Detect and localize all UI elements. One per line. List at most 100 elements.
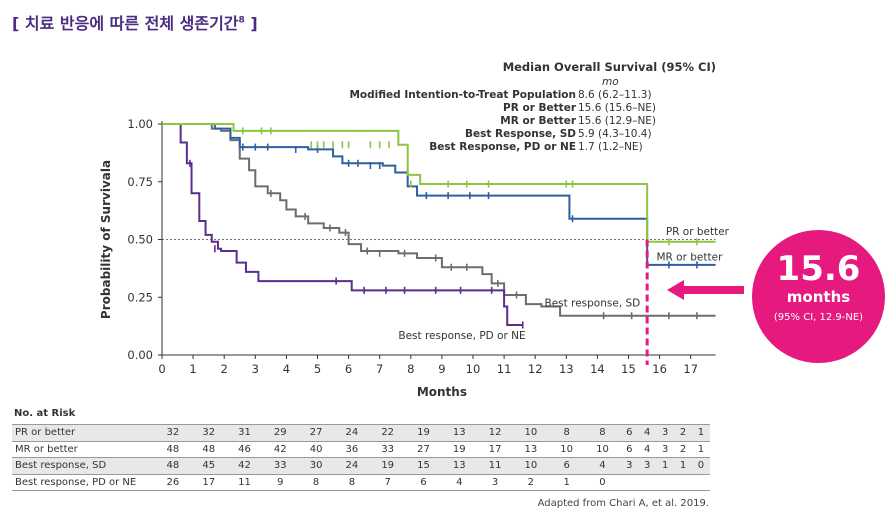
median-survival-legend: Median Overall Survival (95% CI) mo Modi… [340,60,716,153]
x-tick-label: 12 [528,362,543,376]
risk-table: PR or better 32 32 31 29 27 24 22 19 13 12 10 8 8 6 4 3 2… [12,424,710,492]
callout-unit: months [786,288,851,306]
series-line [162,123,716,317]
risk-cell [656,474,675,492]
legend-row-value: 8.6 (6.2–11.3) [578,89,652,101]
risk-cell: 15 [405,457,442,475]
risk-cell: 1 [674,457,692,475]
legend-row-label: Best Response, PD or NE [429,141,576,153]
risk-cell: 45 [190,457,227,475]
callout-arrowhead [667,280,684,300]
risk-cell: 13 [441,424,478,442]
callout-value: 15.6 [776,249,861,289]
callout-arrow-shaft [684,286,744,294]
risk-row-label: Best response, SD [12,457,155,475]
risk-cell: 10 [548,441,585,459]
risk-cell: 31 [226,424,263,442]
risk-row: PR or better 32 32 31 29 27 24 22 19 13 12 10 8 8 6 4 3 2… [12,424,710,442]
risk-cell: 19 [405,424,442,442]
legend-row-value: 1.7 (1.2–NE) [578,141,643,153]
series-line [162,123,716,266]
y-tick-label: 0.75 [127,175,153,189]
x-tick-label: 0 [158,362,165,376]
x-tick-label: 2 [221,362,228,376]
x-tick-label: 15 [621,362,636,376]
y-tick-label: 0.50 [127,233,153,247]
risk-cell: 1 [691,441,710,459]
x-tick-label: 3 [252,362,259,376]
legend-row-label: Modified Intention-to-Treat Population [349,89,576,101]
risk-cell: 48 [190,441,227,459]
risk-table-title: No. at Risk [14,408,76,419]
y-tick-label: 1.00 [127,117,153,131]
risk-cell: 4 [638,441,657,459]
risk-cell: 24 [333,457,370,475]
risk-cell: 11 [226,474,263,492]
legend-row-label: MR or Better [500,115,576,127]
risk-cell: 11 [477,457,513,475]
risk-cell: 27 [405,441,442,459]
risk-cell: 24 [333,424,370,442]
risk-cell: 8 [298,474,334,492]
risk-row-label: PR or better [12,424,155,442]
risk-cell: 0 [691,457,710,475]
legend-row-label: PR or Better [503,102,576,114]
risk-cell: 42 [226,457,263,475]
callout-ci: (95% CI, 12.9-NE) [773,312,864,323]
risk-cell [638,474,657,492]
y-axis-label: Probability of Survivala [99,160,113,319]
risk-cell: 10 [512,424,549,442]
legend-row-value: 15.6 (12.9–NE) [578,115,657,127]
risk-cell: 10 [584,441,621,459]
risk-cell: 19 [369,457,406,475]
legend-row-value: 15.6 (15.6–NE) [578,102,657,114]
risk-cell: 48 [155,441,191,459]
risk-row: MR or better 48 48 46 42 40 36 33 27 19 17 13 10 10 6 4… [12,441,710,459]
risk-cell: 9 [262,474,299,492]
risk-cell: 8 [333,474,370,492]
risk-cell: 4 [441,474,478,492]
series-annotation: MR or better [656,251,723,263]
risk-cell: 7 [369,474,406,492]
x-tick-label: 8 [407,362,414,376]
risk-cell: 30 [298,457,334,475]
risk-cell: 8 [548,424,585,442]
risk-cell: 33 [262,457,299,475]
risk-cell: 12 [477,424,513,442]
risk-cell: 1 [656,457,675,475]
risk-cell: 17 [477,441,513,459]
risk-cell: 22 [369,424,406,442]
risk-cell: 6 [620,424,639,442]
risk-cell: 48 [155,457,191,475]
x-tick-label: 11 [497,362,512,376]
risk-cell: 3 [620,457,639,475]
risk-cell: 3 [477,474,513,492]
risk-cell: 40 [298,441,334,459]
x-tick-label: 5 [314,362,321,376]
x-tick-label: 1 [189,362,196,376]
risk-cell: 4 [638,424,657,442]
risk-cell [674,474,692,492]
risk-cell: 29 [262,424,299,442]
risk-cell: 46 [226,441,263,459]
median-callout: 15.6 months (95% CI, 12.9-NE) [752,230,885,363]
risk-cell: 19 [441,441,478,459]
x-tick-label: 4 [283,362,290,376]
series-annotation: PR or better [666,226,730,238]
risk-cell [691,474,710,492]
risk-row: Best response, PD or NE 26 17 11 9 8 8 7 6 4 3 2 1 0 [12,474,710,492]
risk-cell: 33 [369,441,406,459]
x-tick-label: 6 [345,362,352,376]
survival-chart: 0.000.250.500.751.000 1 2 3 4 5 6 7 8 9 10 11 12 13 14… [99,117,744,399]
risk-cell: 10 [512,457,549,475]
risk-cell: 6 [548,457,585,475]
risk-cell: 36 [333,441,370,459]
risk-cell: 32 [190,424,227,442]
y-tick-label: 0.25 [127,290,153,304]
risk-cell: 4 [584,457,621,475]
risk-row: Best response, SD 48 45 42 33 30 24 19 15 13 11 10 6… [12,457,710,475]
legend-row-value: 5.9 (4.3–10.4) [578,128,652,140]
risk-row-label: MR or better [12,441,155,459]
legend-header: Median Overall Survival (95% CI) [502,60,716,74]
risk-cell: 3 [656,424,675,442]
